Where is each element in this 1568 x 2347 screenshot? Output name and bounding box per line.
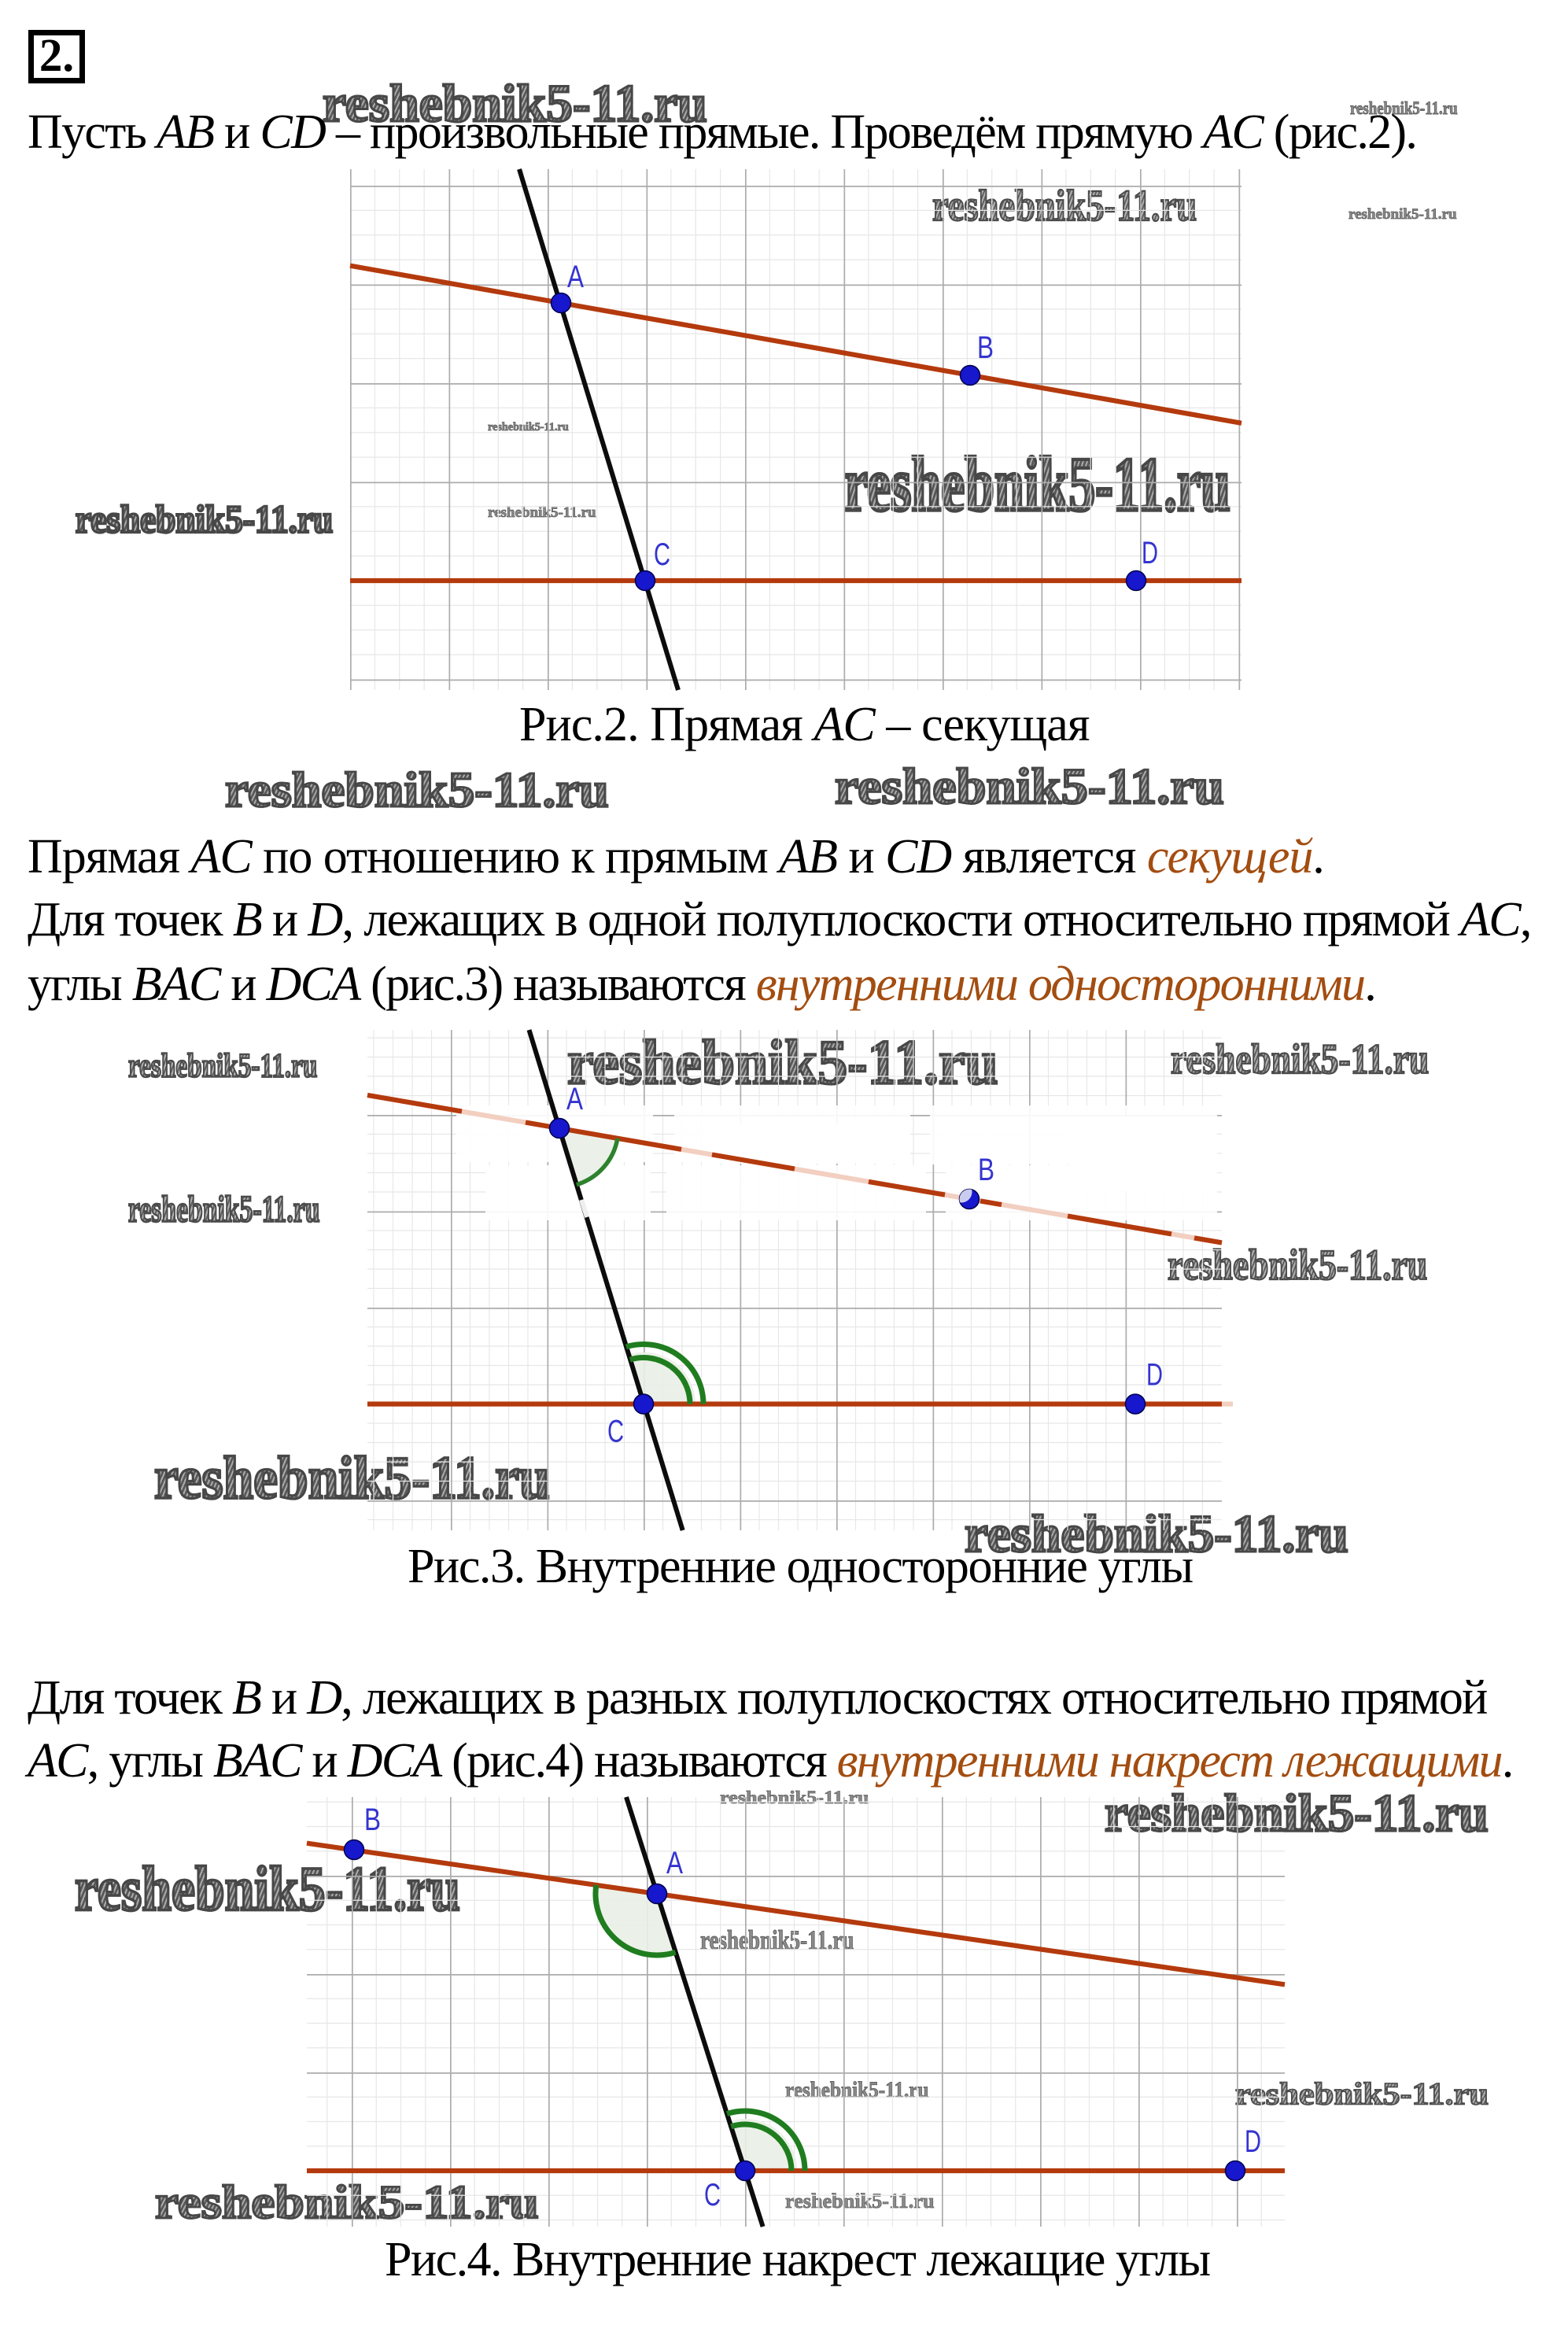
svg-text:A: A [566, 1082, 583, 1116]
svg-text:B: B [978, 1153, 994, 1187]
svg-text:C: C [607, 1415, 624, 1449]
svg-text:B: B [364, 1803, 381, 1837]
svg-text:D: D [1146, 1358, 1163, 1393]
svg-text:A: A [666, 1846, 683, 1880]
svg-text:C: C [704, 2178, 721, 2212]
svg-text:D: D [1142, 536, 1158, 570]
svg-text:D: D [1245, 2124, 1261, 2159]
svg-text:B: B [977, 330, 994, 365]
svg-text:A: A [567, 260, 584, 294]
svg-text:C: C [654, 537, 670, 572]
